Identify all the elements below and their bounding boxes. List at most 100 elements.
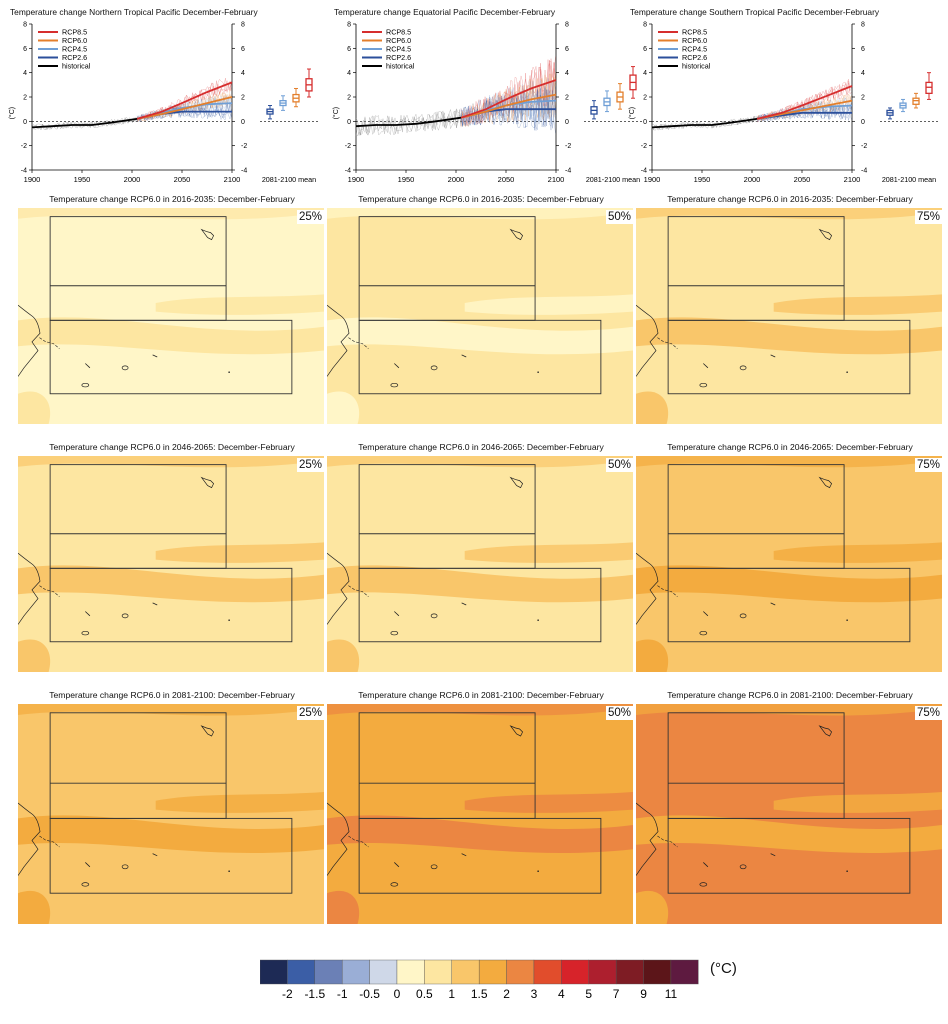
map-title: Temperature change RCP6.0 in 2016-2035: … [358, 194, 604, 204]
ts-chart: -4 -4 -2 -2 0 0 2 2 4 4 6 6 8 8 (°C) 1900 1950 2000 2050 21… [332, 22, 642, 184]
x-tick-label: 2050 [794, 175, 811, 184]
hawaii-islands [509, 725, 524, 737]
map-contour-band [636, 317, 942, 355]
colorbar-cell [396, 959, 425, 985]
map-image [18, 704, 324, 924]
legend-label: historical [62, 62, 91, 71]
island [394, 363, 400, 369]
ensemble-member [31, 117, 138, 131]
region-box-south [667, 319, 911, 395]
y-tick-label-right: 4 [241, 70, 245, 77]
percentile-label: 25% [296, 458, 324, 472]
colorbar-cell [506, 959, 535, 985]
region-box-south [667, 567, 911, 643]
map-contour-band [464, 792, 633, 813]
y-tick-label: -2 [345, 143, 351, 150]
ensemble-member [756, 97, 852, 122]
percentile-label: 25% [296, 706, 324, 720]
island [703, 611, 709, 617]
legend-label: RCP2.6 [62, 53, 87, 62]
hawaii-islands [200, 725, 215, 737]
map-image [636, 704, 942, 924]
region-box-south [49, 567, 293, 643]
y-tick-label: 6 [347, 46, 351, 53]
series-line-RCP8.5 [136, 81, 233, 120]
legend-label: RCP6.0 [386, 36, 411, 45]
colorbar-tick-label: -1.5 [304, 987, 325, 1001]
coastline [18, 802, 41, 876]
coastline [327, 552, 350, 625]
map-contour-band [18, 890, 51, 924]
ensemble-member [355, 108, 462, 136]
y-tick-label: -4 [21, 168, 27, 175]
island [699, 630, 708, 636]
island [537, 870, 539, 872]
y-tick-label: 2 [643, 95, 647, 102]
map-contour-band [327, 565, 633, 603]
y-tick-label: 4 [347, 70, 351, 77]
box-axis-label: 2081-2100 mean [882, 175, 936, 184]
island-chain [39, 835, 60, 848]
map-contour-band [636, 704, 942, 716]
y-tick-label-right: 0 [861, 119, 865, 126]
map-image [636, 456, 942, 672]
ensemble-member [355, 111, 462, 137]
y-tick-label-right: 2 [565, 95, 569, 102]
map-title: Temperature change RCP6.0 in 2016-2035: … [49, 194, 295, 204]
x-tick-label: 1950 [694, 175, 711, 184]
ensemble-member [460, 58, 556, 127]
region-box-south [49, 319, 293, 395]
y-tick-label-right: -4 [241, 168, 247, 175]
map-panel: Temperature change RCP6.0 in 2016-2035: … [18, 194, 326, 442]
y-tick-label-right: 6 [861, 46, 865, 53]
series-line-historical [651, 118, 758, 129]
island [846, 870, 848, 872]
island [152, 853, 158, 857]
map-title: Temperature change RCP6.0 in 2016-2035: … [667, 194, 913, 204]
map-background [327, 704, 633, 924]
colorbar-tick-label: -0.5 [359, 987, 380, 1001]
y-tick-label: 2 [23, 95, 27, 102]
legend-label: historical [386, 62, 415, 71]
island [390, 630, 399, 636]
hawaii-islands [818, 725, 833, 737]
legend-label: RCP8.5 [682, 28, 707, 37]
map-contour-band [327, 317, 633, 355]
island [537, 619, 539, 621]
legend-label: RCP4.5 [386, 45, 411, 54]
y-tick-label: -4 [345, 168, 351, 175]
percentile-label: 50% [605, 210, 633, 224]
legend-label: historical [682, 62, 711, 71]
colorbar-cell [561, 959, 589, 985]
ensemble-member [756, 97, 852, 121]
map-contour-band [155, 542, 324, 563]
colorbar-tick-label: 4 [558, 987, 565, 1001]
map-panel: Temperature change RCP6.0 in 2081-2100: … [327, 690, 635, 938]
ts-title: Temperature change Southern Tropical Pac… [630, 7, 880, 17]
region-box-south [49, 817, 293, 894]
y-tick-label-right: 6 [565, 46, 569, 53]
series-line-historical [355, 116, 462, 128]
x-tick-label: 2050 [498, 175, 515, 184]
map-contour-band [464, 294, 633, 315]
island-chain [657, 585, 678, 597]
y-tick-label-right: 4 [861, 70, 865, 77]
y-tick-label: -4 [641, 168, 647, 175]
colorbar-tick-label: 3 [531, 987, 538, 1001]
island [390, 382, 399, 388]
island-chain [348, 585, 369, 597]
y-axis-label: (°C) [8, 107, 16, 120]
colorbar-graphic: -2 -1.5 -1 -0.5 0 0.5 1 1.5 2 3 4 5 7 9 11 [260, 959, 699, 1001]
series-line-RCP6.0 [460, 93, 557, 119]
island [390, 882, 399, 887]
island [85, 862, 91, 868]
legend-label: RCP4.5 [62, 45, 87, 54]
island [461, 602, 467, 606]
map-contour-band [155, 792, 324, 813]
legend-label: RCP6.0 [682, 36, 707, 45]
ensemble-member [756, 105, 852, 123]
percentile-label: 50% [605, 458, 633, 472]
colorbar-cell [615, 959, 644, 985]
colorbar-tick-label: 1 [448, 987, 455, 1001]
map-panel: Temperature change RCP6.0 in 2081-2100: … [18, 690, 326, 938]
